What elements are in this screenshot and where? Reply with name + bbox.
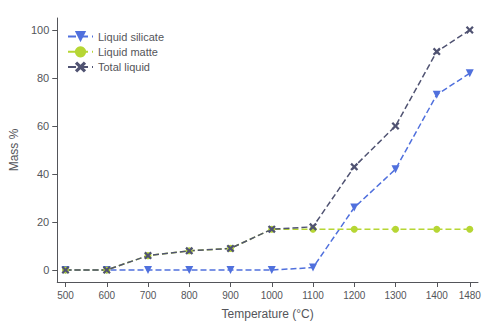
svg-text:Total liquid: Total liquid xyxy=(98,61,150,73)
svg-text:800: 800 xyxy=(181,290,198,301)
svg-text:1200: 1200 xyxy=(343,290,366,301)
svg-text:900: 900 xyxy=(222,290,239,301)
svg-text:700: 700 xyxy=(140,290,157,301)
svg-text:500: 500 xyxy=(57,290,74,301)
svg-text:1000: 1000 xyxy=(261,290,284,301)
svg-text:Temperature (°C): Temperature (°C) xyxy=(222,307,314,321)
svg-text:Liquid silicate: Liquid silicate xyxy=(98,31,164,43)
svg-text:20: 20 xyxy=(37,216,49,228)
svg-text:1100: 1100 xyxy=(302,290,324,301)
svg-text:Liquid matte: Liquid matte xyxy=(98,46,158,58)
svg-text:1400: 1400 xyxy=(426,290,449,301)
svg-text:1300: 1300 xyxy=(384,290,407,301)
svg-text:100: 100 xyxy=(31,24,49,36)
svg-text:0: 0 xyxy=(43,264,49,276)
svg-text:1480: 1480 xyxy=(459,290,482,301)
svg-text:80: 80 xyxy=(37,72,49,84)
svg-text:Mass %: Mass % xyxy=(7,128,21,171)
svg-text:40: 40 xyxy=(37,168,49,180)
svg-text:60: 60 xyxy=(37,120,49,132)
svg-text:600: 600 xyxy=(98,290,115,301)
